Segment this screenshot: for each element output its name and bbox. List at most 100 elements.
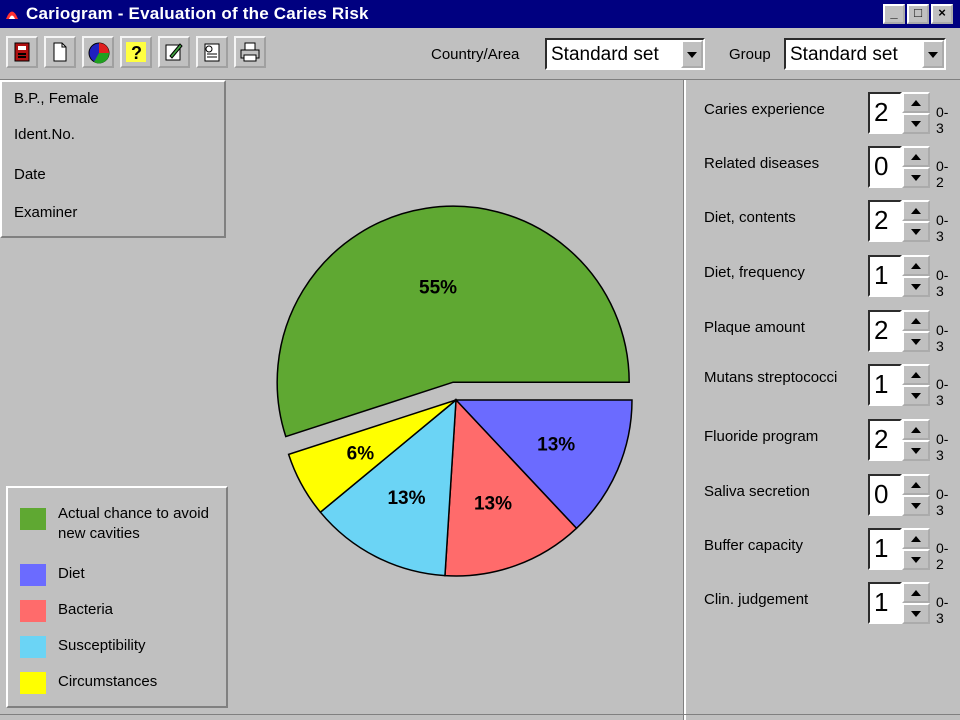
spin-up-button[interactable] (902, 200, 930, 221)
patient-name: B.P., Female (14, 90, 99, 107)
spin-down-button[interactable] (902, 221, 930, 242)
spin-up-button[interactable] (902, 310, 930, 331)
spin-up-button[interactable] (902, 528, 930, 549)
notes-button[interactable] (196, 36, 228, 68)
group-select[interactable]: Standard set (784, 38, 946, 70)
pie-slice-actual (276, 205, 630, 438)
param-value-input[interactable]: 1 (868, 364, 902, 406)
legend-swatch (20, 508, 46, 530)
param-value-input[interactable]: 2 (868, 200, 902, 242)
param-label: Mutans streptococci (704, 369, 838, 386)
param-value-input[interactable]: 0 (868, 474, 902, 516)
divider (0, 714, 960, 715)
param-range: 0-3 (936, 104, 949, 136)
spin-up-button[interactable] (902, 474, 930, 495)
spin-down-button[interactable] (902, 276, 930, 297)
spin-down-button[interactable] (902, 167, 930, 188)
print-button[interactable] (234, 36, 266, 68)
country-select[interactable]: Standard set (545, 38, 705, 70)
param-label: Diet, frequency (704, 264, 805, 281)
exit-button[interactable] (6, 36, 38, 68)
param-value-input[interactable]: 1 (868, 528, 902, 570)
help-button[interactable]: ? (120, 36, 152, 68)
arrow-down-icon (911, 121, 921, 127)
new-button[interactable] (44, 36, 76, 68)
chevron-down-icon (928, 52, 938, 58)
country-dropdown-button[interactable] (681, 40, 703, 68)
param-label: Fluoride program (704, 428, 819, 445)
param-label: Saliva secretion (704, 483, 810, 500)
group-label: Group (729, 46, 771, 63)
param-value-input[interactable]: 1 (868, 255, 902, 297)
spin-up-button[interactable] (902, 364, 930, 385)
param-value-input[interactable]: 2 (868, 310, 902, 352)
param-label: Caries experience (704, 101, 825, 118)
spin-down-button[interactable] (902, 603, 930, 624)
arrow-up-icon (911, 208, 921, 214)
legend-label: Circumstances (58, 673, 158, 690)
legend-swatch (20, 564, 46, 586)
patient-info-panel: B.P., Female Ident.No. Date Examiner (0, 80, 226, 238)
arrow-up-icon (911, 372, 921, 378)
notes-icon (204, 43, 220, 62)
param-range: 0-3 (936, 594, 949, 626)
arrow-up-icon (911, 482, 921, 488)
svg-text:?: ? (131, 43, 142, 62)
spin-down-button[interactable] (902, 385, 930, 406)
spin-down-button[interactable] (902, 440, 930, 461)
spin-down-button[interactable] (902, 549, 930, 570)
spin-up-button[interactable] (902, 255, 930, 276)
spin-down-button[interactable] (902, 113, 930, 134)
minimize-button[interactable]: _ (883, 4, 905, 24)
param-range: 0-2 (936, 540, 949, 572)
pie-slice-susceptibility (319, 398, 457, 577)
date-field[interactable]: Date (14, 166, 46, 183)
chart-button[interactable] (82, 36, 114, 68)
pie-label: 13% (387, 488, 425, 509)
parameters-panel: Caries experience 2 0-3 Related diseases 0 0-… (684, 80, 960, 720)
legend-label: Bacteria (58, 601, 114, 618)
chevron-down-icon (687, 52, 697, 58)
legend-swatch (20, 600, 46, 622)
maximize-button[interactable]: □ (907, 4, 929, 24)
param-value-input[interactable]: 0 (868, 146, 902, 188)
spin-up-button[interactable] (902, 419, 930, 440)
new-file-icon (53, 42, 67, 62)
title-bar: Cariogram - Evaluation of the Caries Ris… (0, 0, 960, 28)
param-label: Clin. judgement (704, 591, 809, 608)
param-range: 0-3 (936, 212, 949, 244)
legend-label: Susceptibility (58, 637, 146, 654)
edit-icon (165, 43, 183, 61)
param-value-input[interactable]: 2 (868, 92, 902, 134)
param-label: Plaque amount (704, 319, 805, 336)
exit-icon (14, 42, 30, 62)
edit-button[interactable] (158, 36, 190, 68)
arrow-down-icon (911, 175, 921, 181)
window-title: Cariogram - Evaluation of the Caries Ris… (26, 4, 369, 23)
arrow-down-icon (911, 611, 921, 617)
arrow-up-icon (911, 154, 921, 160)
param-value-input[interactable]: 2 (868, 419, 902, 461)
spin-up-button[interactable] (902, 92, 930, 113)
arrow-up-icon (911, 590, 921, 596)
spin-down-button[interactable] (902, 495, 930, 516)
arrow-down-icon (911, 393, 921, 399)
legend-swatch (20, 636, 46, 658)
param-label: Diet, contents (704, 209, 796, 226)
spin-up-button[interactable] (902, 582, 930, 603)
spin-up-button[interactable] (902, 146, 930, 167)
chart-legend: Actual chance to avoid new cavities Diet… (6, 486, 228, 708)
toolbar: ? Country/Area Standard set Group Standa… (0, 28, 960, 80)
param-value-input[interactable]: 1 (868, 582, 902, 624)
group-dropdown-button[interactable] (922, 40, 944, 68)
param-range: 0-3 (936, 431, 949, 463)
examiner-field[interactable]: Examiner (14, 204, 78, 221)
arrow-down-icon (911, 284, 921, 290)
arrow-down-icon (911, 503, 921, 509)
ident-field[interactable]: Ident.No. (14, 126, 75, 143)
close-button[interactable]: × (931, 4, 953, 24)
spin-down-button[interactable] (902, 331, 930, 352)
app-icon (6, 11, 18, 19)
arrow-down-icon (911, 557, 921, 563)
param-range: 0-3 (936, 267, 949, 299)
